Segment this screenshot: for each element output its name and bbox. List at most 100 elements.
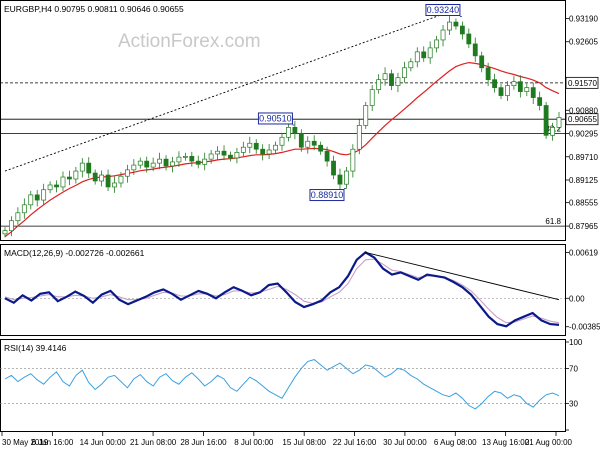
callout-box xyxy=(425,4,461,17)
price-marker-rect xyxy=(565,76,599,89)
candle-body xyxy=(543,105,549,136)
y-tick-label: 0.89125 xyxy=(569,176,598,185)
x-tick-label: 15 Jul 08:00 xyxy=(282,438,326,447)
macd-line xyxy=(4,251,560,328)
candle-body xyxy=(498,87,504,96)
x-tick-label: 30 May 2019 xyxy=(2,438,49,447)
candle-body xyxy=(47,184,53,191)
x-tick-label: 8 Jul 00:00 xyxy=(234,438,274,447)
candle-body xyxy=(324,150,330,162)
candle-body xyxy=(105,174,111,188)
candle-body xyxy=(144,160,150,168)
candle-body xyxy=(221,150,227,156)
candle-body xyxy=(266,149,272,155)
price-horizontal-levels: 38.261.8 xyxy=(0,82,565,227)
x-tick-label: 30 Jul 00:00 xyxy=(383,438,427,447)
candle-body xyxy=(15,212,21,222)
candle-body xyxy=(408,61,414,69)
candle-body xyxy=(92,172,98,182)
y-tick-label: 0.87965 xyxy=(569,222,598,231)
candle-body xyxy=(401,67,407,79)
candle-body xyxy=(260,148,266,155)
candle-body xyxy=(21,204,27,214)
candle-body xyxy=(318,144,324,152)
price-trendline xyxy=(4,13,444,172)
x-tick-label: 6 Jun 16:00 xyxy=(31,438,73,447)
y-tick-label: 0.91570 xyxy=(568,79,597,88)
y-tick-label: 0.00 xyxy=(569,294,585,303)
candle-body xyxy=(421,51,427,59)
candle-body xyxy=(505,85,510,96)
candle-body xyxy=(466,33,472,45)
candle-body xyxy=(208,153,214,160)
candle-body xyxy=(511,81,517,86)
y-tick-label: 0.90295 xyxy=(569,130,598,139)
candle-body xyxy=(311,140,317,146)
candle-body xyxy=(131,164,137,171)
candle-body xyxy=(286,127,291,138)
rsi-lines xyxy=(0,359,565,410)
candle-body xyxy=(356,125,362,150)
candle-body xyxy=(150,162,156,168)
candle-body xyxy=(2,230,8,235)
x-tick-label: 28 Jun 16:00 xyxy=(180,438,227,447)
candle-body xyxy=(202,158,208,165)
y-tick-label: 0.93190 xyxy=(569,14,598,23)
candle-body xyxy=(517,81,523,92)
candle-body xyxy=(163,158,169,167)
candle-body xyxy=(253,142,259,150)
candle-body xyxy=(434,39,440,49)
x-tick-label: 21 Aug 00:00 xyxy=(525,438,573,447)
rsi-y-axis: 100 70 30 xyxy=(565,338,583,431)
price-marker-box: 0.90655 xyxy=(565,113,599,126)
candle-body xyxy=(247,142,253,148)
candle-body xyxy=(331,160,336,176)
candle-body xyxy=(298,132,304,148)
candle-body xyxy=(34,194,40,201)
candle-body xyxy=(395,77,401,86)
y-tick-label: 0.00619 xyxy=(569,249,598,258)
macd-panel-title: MACD(12,26,9) -0.002726 -0.002661 xyxy=(4,248,145,258)
candle-body xyxy=(459,25,465,35)
candle-body xyxy=(292,127,298,134)
callout-label: 0.90510 xyxy=(259,113,292,123)
candle-body xyxy=(279,136,285,146)
candle-body xyxy=(234,152,240,159)
trendline xyxy=(4,13,444,172)
candle-body xyxy=(414,51,420,63)
macd-lines xyxy=(0,251,565,328)
candle-body xyxy=(344,170,349,185)
candle-body xyxy=(369,89,375,106)
candle-body xyxy=(28,194,34,206)
candle-body xyxy=(305,140,311,148)
candle-body xyxy=(376,79,382,90)
candle-body xyxy=(54,184,59,188)
rsi-line xyxy=(4,359,560,410)
candle-body xyxy=(273,144,278,151)
y-tick-label: 0.88555 xyxy=(569,199,598,208)
price-callout: 0.93240 xyxy=(425,4,462,17)
candle-body xyxy=(99,174,105,182)
candles xyxy=(2,16,562,238)
y-tick-label: 0.90655 xyxy=(568,115,597,124)
callout-label: 0.88910 xyxy=(311,190,344,200)
candle-body xyxy=(157,158,163,164)
candle-body xyxy=(118,175,124,184)
fib-label: 61.8 xyxy=(545,217,561,226)
candle-body xyxy=(524,87,530,92)
candle-body xyxy=(79,162,85,172)
candle-body xyxy=(86,162,92,174)
candle-body xyxy=(472,43,478,57)
x-tick-label: 21 Jun 08:00 xyxy=(130,438,177,447)
candle-body xyxy=(195,160,201,165)
y-tick-label: 100 xyxy=(569,338,583,347)
candle-body xyxy=(363,105,369,126)
candle-body xyxy=(189,156,195,162)
watermark: ActionForex.com xyxy=(118,31,261,52)
candle-body xyxy=(182,156,188,158)
y-tick-label: 30 xyxy=(569,400,578,409)
x-tick-label: 14 Jun 00:00 xyxy=(80,438,127,447)
